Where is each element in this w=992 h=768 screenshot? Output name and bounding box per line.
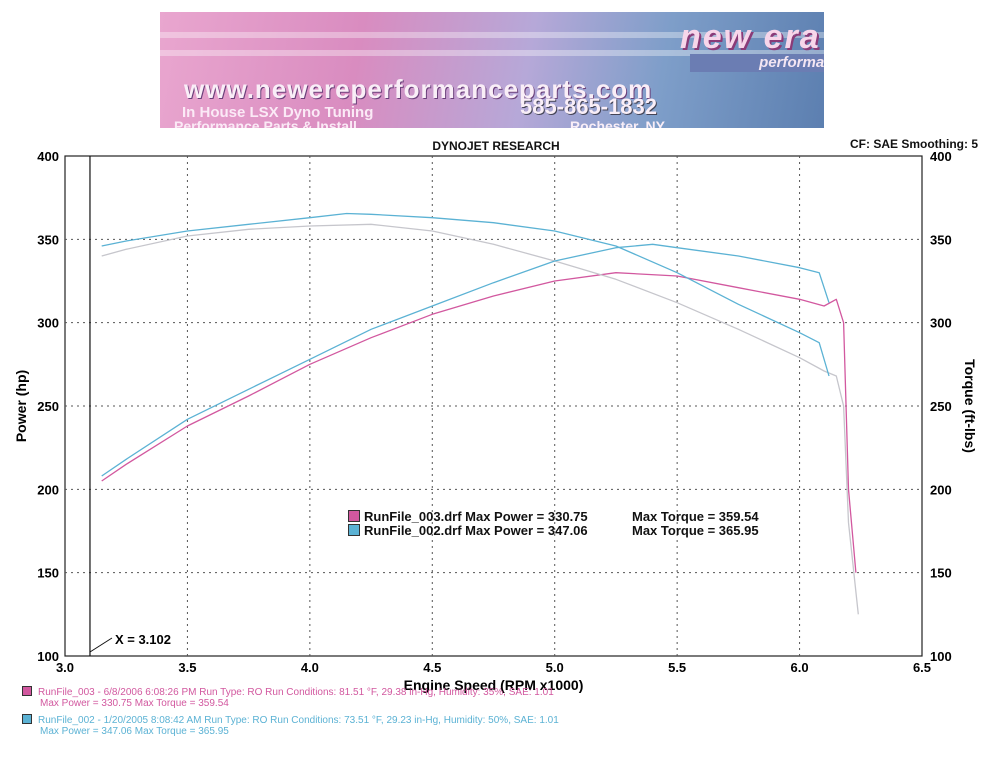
y2-tick-label: 250 xyxy=(930,399,952,414)
series-run2-torque xyxy=(101,212,830,377)
x-tick-label: 5.5 xyxy=(668,660,686,675)
y-axis-label: Power (hp) xyxy=(13,370,29,442)
legend-swatch-run2 xyxy=(348,524,360,536)
legend-run3-power: Max Power = 330.75 xyxy=(465,509,588,524)
footer-run2: RunFile_002 - 1/20/2005 8:08:42 AM Run T… xyxy=(22,714,559,737)
footer-swatch-run3 xyxy=(22,686,32,696)
x-tick-label: 6.5 xyxy=(913,660,931,675)
footer-swatch-run2 xyxy=(22,714,32,724)
banner-city: Rochester, NY xyxy=(570,118,665,128)
y2-tick-label: 400 xyxy=(930,149,952,164)
y2-tick-label: 150 xyxy=(930,566,952,581)
footer-run2-line2: Max Power = 347.06 Max Torque = 365.95 xyxy=(40,726,229,737)
y-tick-label: 150 xyxy=(37,566,59,581)
y2-tick-label: 350 xyxy=(930,232,952,247)
footer-run3: RunFile_003 - 6/8/2006 6:08:26 PM Run Ty… xyxy=(22,686,554,709)
y2-tick-label: 300 xyxy=(930,316,952,331)
x-tick-label: 4.5 xyxy=(423,660,441,675)
banner-tagline: performance parts xyxy=(690,54,824,72)
legend-run3: RunFile_003.drf Max Power = 330.75 xyxy=(348,509,588,524)
banner-logo: new era xyxy=(680,18,821,56)
cursor-label: X = 3.102 xyxy=(115,632,171,647)
x-tick-label: 5.0 xyxy=(546,660,564,675)
legend-run2-power: Max Power = 347.06 xyxy=(465,523,588,538)
banner-stripe xyxy=(160,32,824,38)
legend-swatch-run3 xyxy=(348,510,360,522)
series-run3-power xyxy=(101,272,857,573)
banner-line1: In House LSX Dyno Tuning xyxy=(182,104,374,121)
series-run3-torque xyxy=(101,223,859,615)
x-tick-label: 3.5 xyxy=(178,660,196,675)
legend-run2: RunFile_002.drf Max Power = 347.06 xyxy=(348,523,588,538)
x-tick-label: 6.0 xyxy=(791,660,809,675)
chart-title: DYNOJET RESEARCH xyxy=(432,139,560,153)
y-tick-label: 250 xyxy=(37,399,59,414)
banner-url: www.newereperformanceparts.com xyxy=(184,74,653,104)
x-tick-label: 4.0 xyxy=(301,660,319,675)
y-tick-label: 350 xyxy=(37,232,59,247)
footer-run2-line1: RunFile_002 - 1/20/2005 8:08:42 AM Run T… xyxy=(38,715,559,726)
footer-run3-line2: Max Power = 330.75 Max Torque = 359.54 xyxy=(40,698,229,709)
legend-run3-name: RunFile_003.drf xyxy=(364,509,462,524)
y-tick-label: 400 xyxy=(37,149,59,164)
y2-tick-label: 100 xyxy=(930,649,952,664)
y-tick-label: 300 xyxy=(37,316,59,331)
banner-phone: 585-865-1832 xyxy=(520,94,658,119)
legend-run2-name: RunFile_002.drf xyxy=(364,523,462,538)
banner-stripe xyxy=(160,50,824,56)
correction-factor: CF: SAE Smoothing: 5 xyxy=(850,137,978,151)
x-tick-label: 3.0 xyxy=(56,660,74,675)
legend-run3-torque: Max Torque = 359.54 xyxy=(632,509,759,524)
x-axis-label: Engine Speed (RPM x1000) xyxy=(404,677,584,693)
legend-run2-torque: Max Torque = 365.95 xyxy=(632,523,759,538)
y2-axis-label: Torque (ft-lbs) xyxy=(962,359,978,453)
footer-run3-line1: RunFile_003 - 6/8/2006 6:08:26 PM Run Ty… xyxy=(38,687,554,698)
y2-tick-label: 200 xyxy=(930,482,952,497)
shop-banner: new era performance parts www.newereperf… xyxy=(160,12,824,128)
y-tick-label: 100 xyxy=(37,649,59,664)
series-run2-power xyxy=(101,243,830,477)
cursor-pointer xyxy=(89,637,113,653)
y-tick-label: 200 xyxy=(37,482,59,497)
plot-frame xyxy=(64,155,923,657)
banner-line2: Performance Parts & Install xyxy=(174,118,357,128)
